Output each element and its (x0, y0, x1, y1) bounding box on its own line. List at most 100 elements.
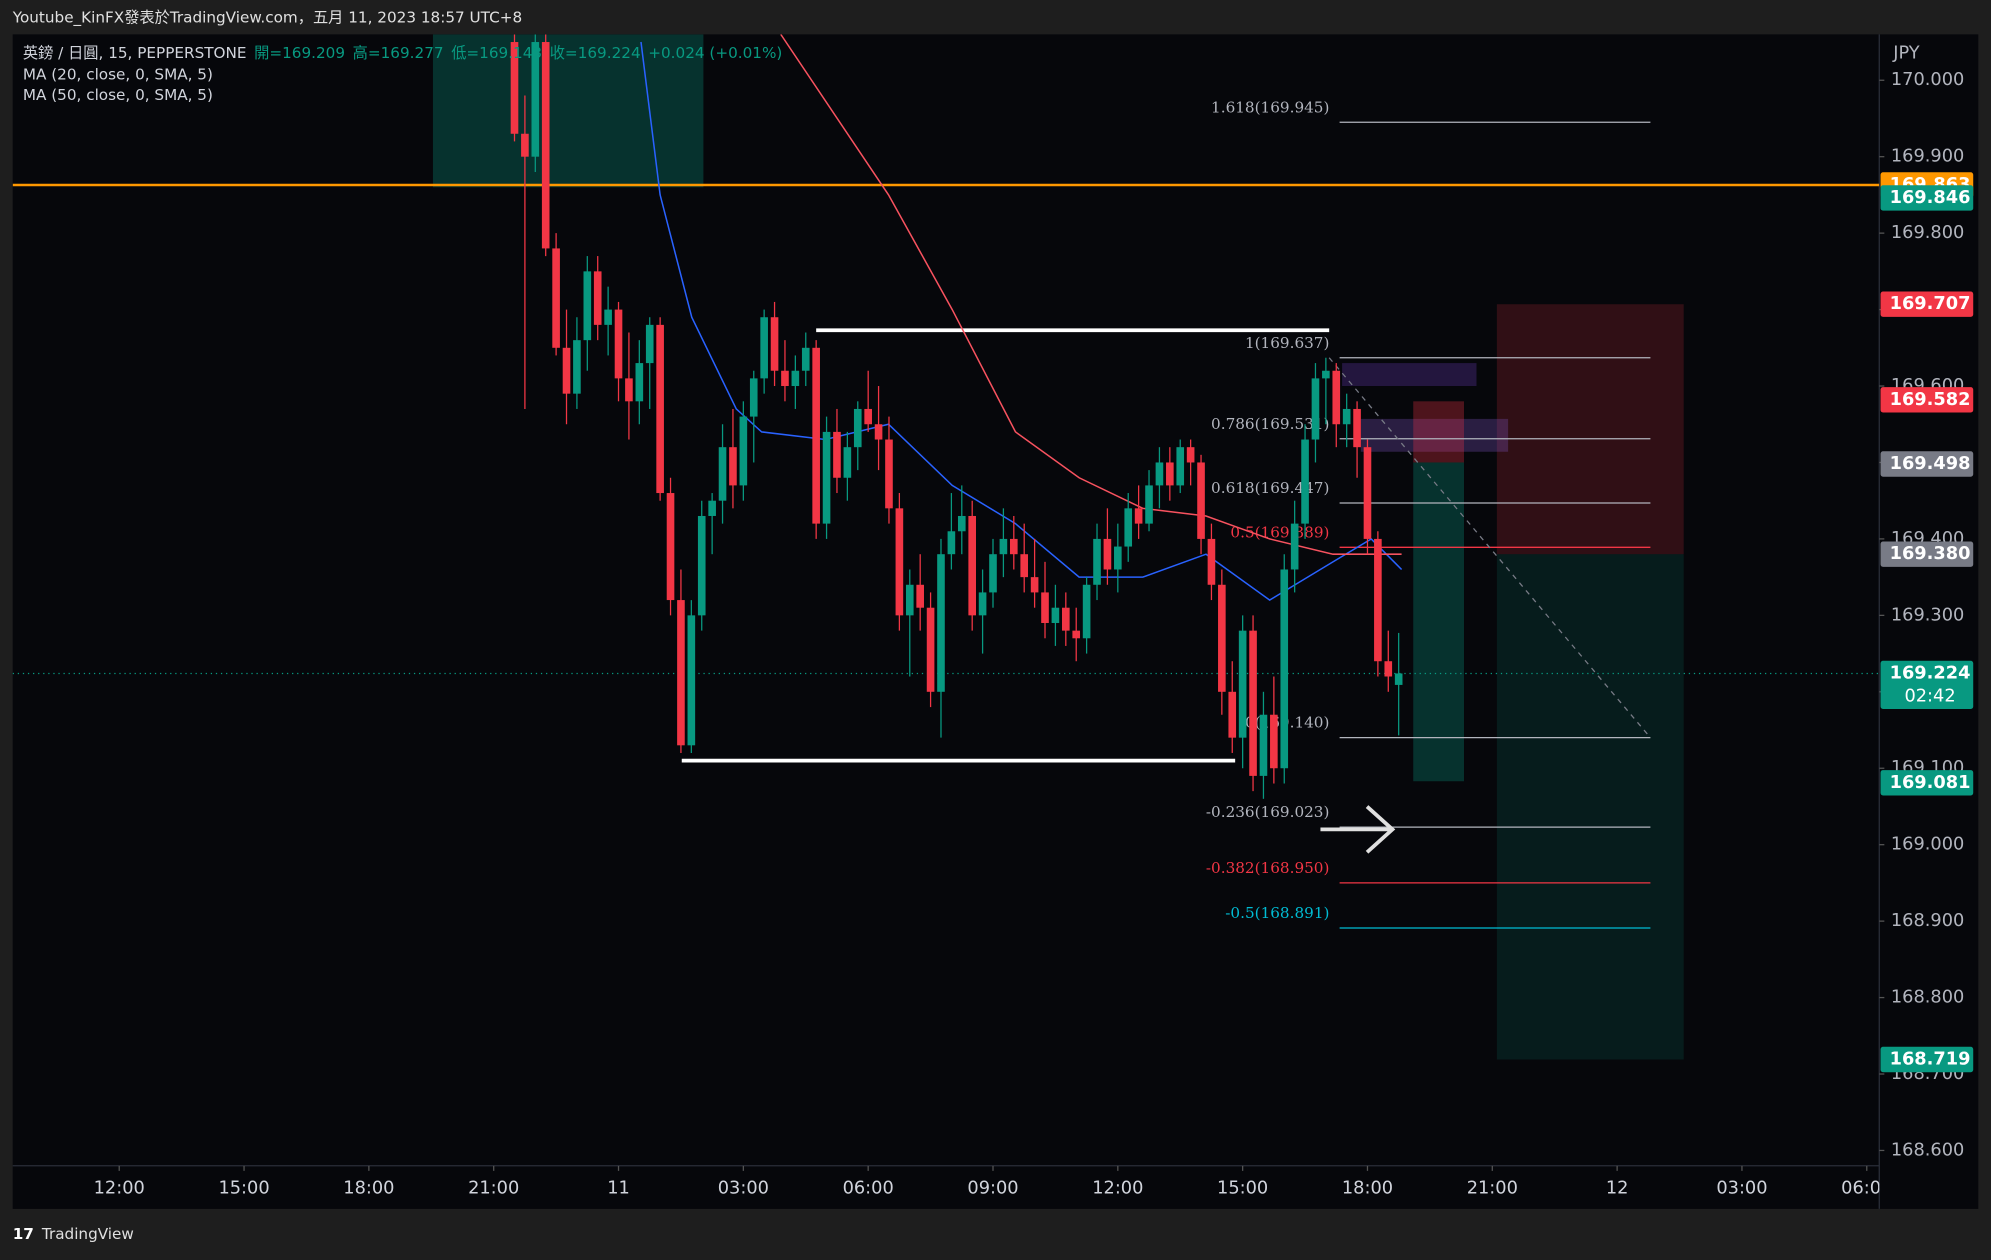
candle-body (1228, 691, 1237, 738)
price-badge (1880, 387, 1974, 413)
price-badge-label: 169.380 (1890, 544, 1971, 564)
x-tick-label: 09:00 (967, 1179, 1018, 1199)
candle-body (1238, 630, 1247, 738)
candle-body (916, 584, 924, 608)
x-tick-label: 21:00 (1467, 1179, 1518, 1199)
candle-body (833, 431, 841, 478)
candle-body (510, 42, 519, 134)
plot: 1.618(169.945) 1(169.637) 0.786(169.531) 0.… (12, 34, 1880, 1060)
candle-body (989, 554, 997, 593)
candle-body (947, 531, 956, 555)
y-tick-label: 170.000 (1891, 70, 1964, 90)
zone (432, 34, 704, 188)
candle-body (905, 584, 914, 616)
candle-body (1394, 673, 1403, 685)
y-tick-label: 169.800 (1891, 223, 1964, 243)
candle-body (1062, 607, 1070, 631)
candle-body (635, 363, 644, 402)
candle-body (1041, 592, 1049, 623)
candle-body (968, 515, 977, 616)
legend-ma: MA (20, close, 0, SMA, 5) (23, 66, 213, 84)
candle-body (739, 416, 748, 486)
candle-body (1114, 546, 1122, 570)
candle-body (1155, 462, 1164, 486)
candle-body (1384, 661, 1393, 677)
candle-body (604, 309, 612, 325)
candle-body (593, 271, 602, 325)
candle-body (957, 515, 966, 532)
candle-body (677, 600, 685, 746)
legend-ma: MA (50, close, 0, SMA, 5) (23, 86, 213, 104)
chart-area (12, 34, 1979, 1209)
legend-ohlc: +0.024 (+0.01%) (648, 44, 782, 62)
candle-body (1072, 630, 1081, 639)
candle-body (552, 248, 560, 348)
box (1413, 462, 1465, 782)
candle-body (843, 447, 852, 478)
currency: JPY (1892, 43, 1920, 63)
candle-body (1030, 577, 1039, 593)
x-tick-label: 15:00 (218, 1179, 269, 1199)
candle-body (853, 408, 862, 448)
candle-body (1290, 523, 1299, 570)
candle-body (1051, 607, 1060, 623)
candle-body (531, 42, 540, 157)
legend-ohlc: 開=169.209 (254, 44, 345, 62)
candle-body (1166, 462, 1174, 486)
candle-body (521, 133, 529, 157)
candle-body (1186, 447, 1195, 463)
candle-body (1353, 408, 1361, 448)
candle-body (1093, 538, 1101, 585)
trend-line (1328, 357, 1651, 739)
box (1342, 363, 1477, 387)
stop-zone (1496, 304, 1684, 555)
candle-body (1020, 554, 1029, 578)
price-badge (1880, 185, 1974, 211)
candle-body (1145, 485, 1153, 524)
y-tick-label: 168.800 (1891, 988, 1964, 1008)
x-tick-label: 12:00 (1092, 1179, 1143, 1199)
candle-body (1249, 630, 1257, 776)
candle-body (645, 324, 654, 364)
x-tick-label: 03:00 (1716, 1179, 1767, 1199)
candle-body (625, 378, 633, 402)
legend-symbol: 英鎊 / 日圓, 15, PEPPERSTONE (23, 44, 247, 62)
candle-body (760, 317, 768, 379)
candle-body (770, 317, 779, 371)
x-tick-label: 18:00 (343, 1179, 394, 1199)
candle-body (1301, 439, 1309, 524)
price-badge (1880, 770, 1974, 796)
candle-body (999, 538, 1008, 555)
x-tick-label: 06:00 (1841, 1179, 1892, 1199)
candle-body (562, 347, 571, 394)
fib-label: 0.786(169.531) (1211, 415, 1329, 433)
candle-body (895, 508, 904, 616)
candle-body (656, 324, 664, 494)
candle-body (1363, 447, 1372, 539)
legend-ohlc: 收=169.224 (550, 44, 641, 62)
x-tick-label: 12:00 (94, 1179, 145, 1199)
y-tick-label: 169.300 (1891, 605, 1964, 625)
price-badge-label: 169.707 (1890, 294, 1971, 314)
candle-body (697, 515, 706, 616)
candle-body (1009, 538, 1018, 555)
candle-body (874, 424, 883, 440)
candle-body (1207, 538, 1216, 585)
fib-label: 0.618(169.447) (1211, 479, 1329, 497)
price-badge-label: 169.582 (1890, 390, 1971, 410)
fib-label: -0.382(168.950) (1206, 859, 1330, 877)
x-axis: 12:00 15:00 18:00 21:00 11 03:00 06:00 09:00 12:… (94, 1165, 1892, 1199)
legend-ohlc: 低=169.143 (451, 44, 542, 62)
candle-body (1103, 538, 1112, 570)
arrow (1320, 805, 1396, 854)
candle-body (729, 447, 737, 486)
fib-label: 0.5(169.389) (1230, 523, 1329, 541)
y-tick-label: 169.900 (1891, 147, 1964, 167)
candle-body (1082, 584, 1091, 639)
fib-label: -0.236(169.023) (1206, 803, 1330, 821)
price-badge-label: 169.498 (1890, 454, 1971, 474)
candle-body (937, 554, 945, 692)
y-tick-label: 169.000 (1891, 835, 1964, 855)
price-badge (1880, 1046, 1974, 1073)
price-badge (1880, 541, 1974, 567)
